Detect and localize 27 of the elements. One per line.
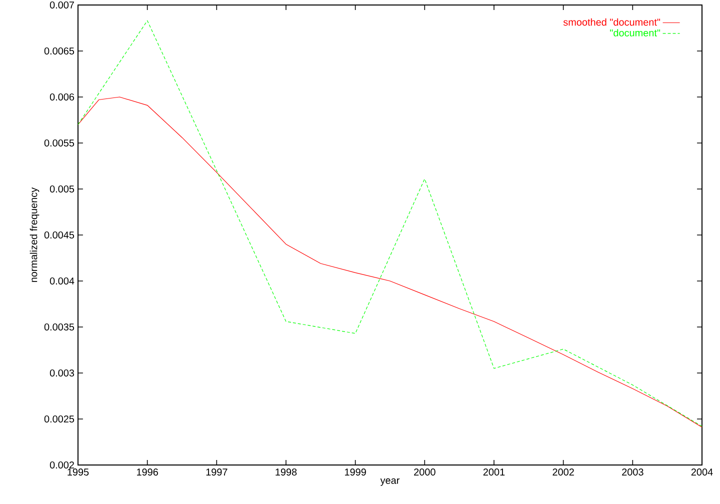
x-tick-label: 2001 [483,468,505,476]
x-tick-label: 2003 [622,468,644,476]
x-tick-label: 2000 [414,468,436,476]
y-tick-label: 0.0065 [44,47,74,55]
x-tick-label: 2004 [691,468,713,476]
y-tick-label: 0.0055 [44,139,74,147]
line-series [78,96,702,428]
y-tick-label: 0.007 [50,1,74,9]
x-tick-label: 2002 [552,468,574,476]
x-tick-label: 1996 [137,468,158,476]
y-tick-label: 0.0045 [44,231,74,239]
x-tick-label: 1998 [276,468,297,476]
line-series [78,20,702,427]
y-tick-label: 0.002 [50,461,74,469]
y-tick-label: 0.005 [50,185,74,193]
y-axis-title: normalized frequency [30,187,40,282]
legend-label: "document" [610,29,660,36]
legend-label: smoothed "document" [563,18,660,26]
y-tick-label: 0.0035 [44,323,74,331]
y-tick-label: 0.004 [50,277,74,285]
x-axis-title: year [380,478,400,486]
x-tick-label: 1999 [345,468,366,476]
y-tick-label: 0.0025 [44,415,74,423]
y-tick-label: 0.006 [50,93,74,101]
x-tick-label: 1997 [206,468,228,476]
y-tick-label: 0.003 [50,369,74,377]
x-tick-label: 1995 [68,468,89,476]
